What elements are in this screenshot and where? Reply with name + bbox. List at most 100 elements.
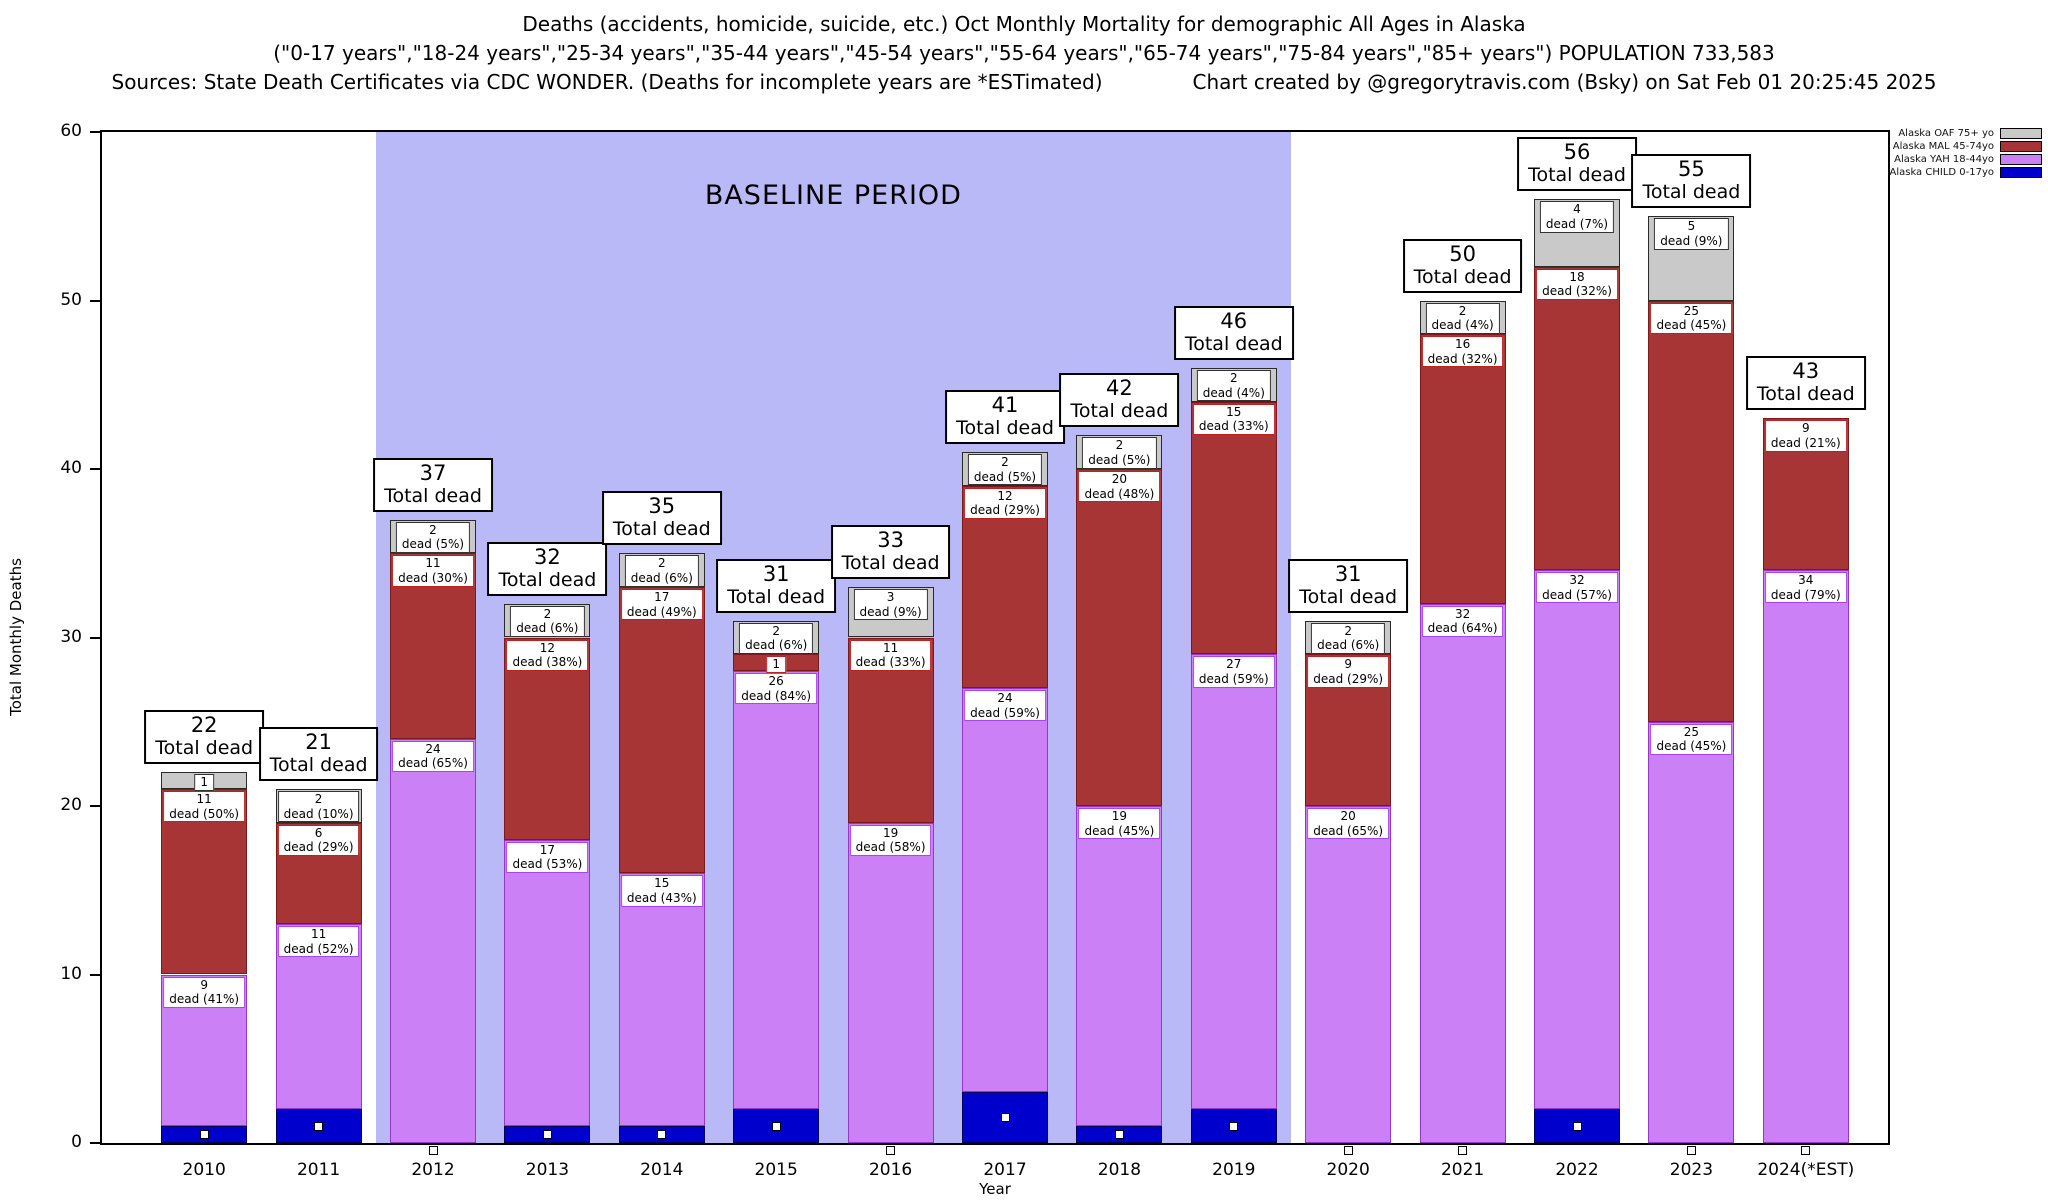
chart-title: Deaths (accidents, homicide, suicide, et…: [522, 12, 1526, 36]
child-marker-2023: [1686, 1145, 1696, 1155]
bar-segment-yah-2012: [390, 738, 476, 1143]
segment-label-oaf-2014: 2 dead (6%): [624, 555, 699, 587]
x-tick-2014: 2014: [640, 1160, 684, 1180]
total-label-2011: 21 Total dead: [258, 727, 379, 782]
total-label-2020: 31 Total dead: [1288, 558, 1409, 613]
chart-header: Deaths (accidents, homicide, suicide, et…: [0, 8, 2048, 98]
segment-label-yah-2015: 26 dead (84%): [735, 673, 818, 705]
legend-row-child: Alaska CHILD 0-17yo: [1889, 167, 2042, 178]
bar-segment-mal-2018: [1076, 469, 1163, 806]
segment-label-mal-2010: 11 dead (50%): [163, 791, 246, 823]
y-tickmark-20: [90, 805, 100, 807]
bar-segment-yah-2024(*EST): [1762, 570, 1849, 1143]
x-tick-2012: 2012: [411, 1160, 455, 1180]
segment-label-oaf-2023: 5 dead (9%): [1654, 218, 1729, 250]
y-axis-title: Total Monthly Deaths: [7, 558, 25, 716]
total-label-2015: 31 Total dead: [716, 558, 837, 613]
segment-label-oaf-2017: 2 dead (5%): [967, 454, 1043, 486]
x-tick-2017: 2017: [983, 1160, 1027, 1180]
total-label-2021: 50 Total dead: [1402, 238, 1523, 293]
segment-label-yah-2024(*EST): 34 dead (79%): [1764, 572, 1847, 604]
legend-row-yah: Alaska YAH 18-44yo: [1894, 154, 2042, 165]
segment-label-yah-2017: 24 dead (59%): [964, 690, 1046, 722]
x-tick-2016: 2016: [868, 1160, 913, 1180]
bar-segment-mal-2017: [962, 485, 1048, 689]
y-tickmark-30: [90, 636, 100, 639]
x-tick-2013: 2013: [525, 1160, 570, 1180]
child-marker-2017: [1000, 1113, 1010, 1123]
total-label-2014: 35 Total dead: [601, 491, 722, 546]
bar-segment-yah-2017: [962, 688, 1048, 1093]
y-tick-label-60: 60: [60, 121, 82, 141]
x-tick-2015: 2015: [754, 1160, 798, 1180]
y-tickmark-50: [90, 299, 100, 302]
bar-segment-yah-2016: [847, 822, 934, 1143]
legend-row-mal: Alaska MAL 45-74yo: [1893, 141, 2042, 152]
y-tickmark-0: [90, 1142, 100, 1144]
x-tick-2010: 2010: [182, 1160, 226, 1180]
attribution-text: Chart created by @gregorytravis.com (Bsk…: [1192, 70, 1937, 94]
y-tickmark-60: [90, 131, 100, 133]
segment-label-oaf-2019: 2 dead (4%): [1196, 369, 1271, 402]
plot-area: BASELINE PERIOD 9 dead (41%) 11 dead (50%) 1 2…: [60, 121, 1890, 1180]
segment-label-yah-2019: 27 dead (59%): [1192, 656, 1275, 688]
y-tickmark-40: [90, 468, 100, 470]
bar-segment-mal-2021: [1419, 334, 1506, 604]
sources-text: Sources: State Death Certificates via CD…: [111, 70, 1103, 94]
bar-segment-yah-2021: [1419, 603, 1506, 1143]
x-tick-2020: 2020: [1326, 1160, 1370, 1180]
segment-label-mal-2016: 11 dead (33%): [849, 639, 932, 671]
x-tick-2011: 2011: [296, 1160, 341, 1180]
bar-segment-mal-2019: [1190, 401, 1277, 655]
legend: Alaska OAF 75+ yo Alaska MAL 45-74yo Alask…: [1889, 128, 2042, 178]
bar-segment-yah-2022: [1534, 570, 1620, 1110]
child-marker-2019: [1229, 1121, 1239, 1131]
segment-label-yah-2016: 19 dead (58%): [849, 824, 932, 857]
total-label-2024(*EST): 43 Total dead: [1745, 356, 1866, 411]
segment-label-yah-2012: 24 dead (65%): [392, 740, 474, 772]
bar-segment-yah-2013: [504, 839, 591, 1127]
segment-label-mal-2022: 18 dead (32%): [1536, 268, 1618, 301]
child-marker-2024(*EST): [1801, 1145, 1811, 1155]
segment-label-mal-2020: 9 dead (29%): [1307, 656, 1390, 688]
child-marker-2022: [1572, 1121, 1582, 1131]
bar-segment-yah-2023: [1648, 721, 1735, 1143]
x-tick-2022: 2022: [1555, 1160, 1599, 1180]
segment-label-mal-2023: 25 dead (45%): [1650, 302, 1733, 334]
child-marker-2021: [1458, 1145, 1468, 1155]
x-tick-2018: 2018: [1097, 1160, 1142, 1180]
child-marker-2013: [542, 1130, 552, 1140]
segment-label-mal-2018: 20 dead (48%): [1078, 471, 1161, 503]
y-tick-label-30: 30: [60, 626, 82, 647]
segment-label-yah-2023: 25 dead (45%): [1650, 723, 1733, 755]
segment-label-yah-2013: 17 dead (53%): [506, 841, 589, 873]
segment-label-oaf-2022: 4 dead (7%): [1539, 201, 1615, 233]
total-label-2010: 22 Total dead: [144, 710, 265, 765]
segment-label-mal-2024(*EST): 9 dead (21%): [1764, 420, 1847, 452]
legend-row-oaf: Alaska OAF 75+ yo: [1898, 128, 2042, 139]
total-label-2019: 46 Total dead: [1173, 305, 1294, 360]
segment-label-oaf-2018: 2 dead (5%): [1082, 437, 1157, 469]
child-marker-2010: [199, 1130, 209, 1140]
segment-label-mal-2017: 12 dead (29%): [964, 487, 1046, 520]
x-tick-2021: 2021: [1440, 1160, 1485, 1180]
legend-label-child: Alaska CHILD 0-17yo: [1889, 167, 1994, 178]
child-marker-2012: [428, 1145, 438, 1155]
segment-label-oaf-2010: 1: [194, 774, 215, 791]
segment-label-oaf-2015: 2 dead (6%): [739, 622, 814, 654]
segment-label-yah-2011: 11 dead (52%): [277, 925, 360, 958]
legend-swatch-child: [2000, 167, 2042, 178]
bar-segment-yah-2018: [1076, 806, 1163, 1127]
total-label-2023: 55 Total dead: [1631, 154, 1752, 209]
legend-label-mal: Alaska MAL 45-74yo: [1892, 141, 1994, 152]
legend-swatch-oaf: [2000, 128, 2042, 139]
bar-segment-child-2011: [275, 1109, 362, 1143]
y-tick-label-20: 20: [60, 795, 82, 815]
bar-segment-yah-2014: [618, 873, 705, 1127]
chart-subtitle-sources: Sources: State Death Certificates via CD…: [0, 69, 2048, 95]
segment-label-mal-2011: 6 dead (29%): [277, 824, 360, 857]
child-marker-2011: [314, 1121, 324, 1131]
y-tick-label-10: 10: [60, 963, 82, 984]
segment-label-oaf-2016: 3 dead (9%): [853, 588, 928, 621]
segment-label-yah-2014: 15 dead (43%): [620, 875, 703, 907]
